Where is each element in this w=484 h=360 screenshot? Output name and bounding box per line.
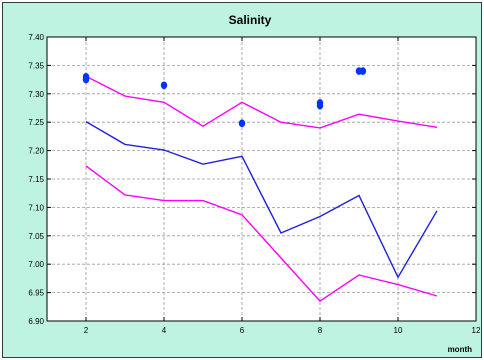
x-axis-label: month <box>448 345 473 354</box>
data-point <box>316 101 324 110</box>
series-line-0 <box>85 75 438 129</box>
x-tick-label: 10 <box>394 326 403 335</box>
y-tick-label: 6.90 <box>28 317 44 326</box>
grid-lines <box>47 37 476 321</box>
y-tick-label: 7.15 <box>28 175 44 184</box>
series-line-2 <box>85 165 438 303</box>
data-point <box>359 67 367 75</box>
plot-area <box>46 36 477 322</box>
series-line-1 <box>85 120 438 279</box>
chart-title: Salinity <box>229 13 272 27</box>
y-tick-label: 7.30 <box>28 90 44 99</box>
x-tick-label: 6 <box>240 326 245 335</box>
y-tick-label: 7.00 <box>28 260 44 269</box>
data-point <box>160 81 168 90</box>
data-point <box>238 119 246 128</box>
data-point <box>82 75 90 84</box>
x-tick-label: 4 <box>162 326 167 335</box>
series-group <box>82 67 438 303</box>
x-tick-label: 2 <box>84 326 89 335</box>
y-tick-label: 7.25 <box>28 118 44 127</box>
x-tick-label: 8 <box>318 326 323 335</box>
x-tick-label: 12 <box>472 326 481 335</box>
y-tick-label: 7.35 <box>28 61 44 70</box>
axis-ticks: 6.90 6.95 7.00 7.05 7.10 7.15 7.20 7.25 7.30 7.35… <box>28 33 481 335</box>
y-tick-label: 7.40 <box>28 33 44 42</box>
y-tick-label: 6.95 <box>28 289 44 298</box>
y-tick-label: 7.10 <box>28 203 44 212</box>
y-tick-label: 7.20 <box>28 147 44 156</box>
y-tick-label: 7.05 <box>28 232 44 241</box>
